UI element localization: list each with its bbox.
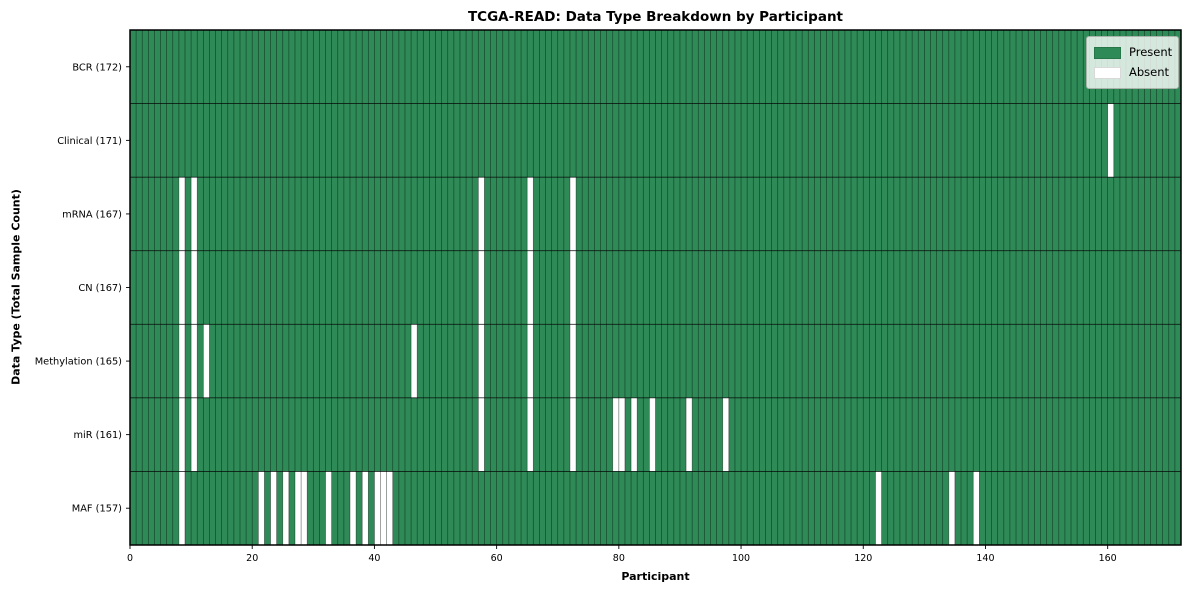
row-label: Methylation (165) <box>35 357 122 368</box>
absent-cell <box>1107 103 1114 178</box>
absent-cell <box>973 471 980 545</box>
absent-cell <box>386 471 393 545</box>
absent-cell <box>294 471 302 545</box>
y-axis: BCR (172) Clinical (171) mRNA (167) CN (167… <box>35 62 130 515</box>
legend: Present Absent <box>1086 36 1179 89</box>
absent-cell <box>569 324 577 398</box>
chart-title: TCGA-READ: Data Type Breakdown by Partic… <box>467 9 844 25</box>
absent-cell <box>948 471 955 545</box>
present-swatch-icon <box>1094 47 1121 59</box>
absent-cell <box>686 397 693 472</box>
x-axis-label: Participant <box>621 570 690 583</box>
absent-cell <box>527 177 534 251</box>
absent-cell <box>270 471 277 545</box>
x-tick-label: 100 <box>732 553 750 564</box>
absent-cell <box>178 324 185 398</box>
absent-cell <box>191 324 198 398</box>
absent-cell <box>722 397 729 472</box>
absent-cell <box>478 324 485 398</box>
absent-cell <box>191 177 198 251</box>
x-tick-label: 80 <box>613 553 625 564</box>
absent-cell <box>875 471 882 545</box>
absent-cell <box>478 397 485 472</box>
absent-cell <box>178 471 185 545</box>
absent-cell <box>612 397 619 472</box>
absent-cell <box>178 397 185 472</box>
absent-cell <box>374 471 381 545</box>
absent-cell <box>527 397 534 472</box>
absent-cell <box>569 177 577 251</box>
absent-cell <box>362 471 369 545</box>
legend-entry-absent: Absent <box>1094 63 1170 83</box>
absent-cell <box>618 397 625 472</box>
x-axis: 0 20 40 60 80 100 120 140 160 <box>127 545 1117 564</box>
absent-swatch-icon <box>1094 67 1121 79</box>
x-tick-label: 0 <box>127 553 133 564</box>
absent-cell <box>301 471 308 545</box>
y-axis-label: Data Type (Total Sample Count) <box>9 189 23 385</box>
absent-cell <box>325 471 332 545</box>
x-tick-label: 140 <box>976 553 994 564</box>
x-tick-label: 160 <box>1099 553 1117 564</box>
absent-cell <box>569 397 577 472</box>
absent-cell <box>191 250 198 325</box>
row-label: mRNA (167) <box>62 209 122 220</box>
legend-label-present: Present <box>1129 45 1173 60</box>
legend-label-absent: Absent <box>1129 65 1170 80</box>
legend-entry-present: Present <box>1094 43 1173 63</box>
absent-cell <box>349 471 357 545</box>
cell-grid-lines <box>129 30 1182 545</box>
absent-cell <box>631 397 638 472</box>
absent-cell <box>527 324 534 398</box>
absent-cell <box>258 471 265 545</box>
absent-cell <box>527 250 534 325</box>
row-label: BCR (172) <box>72 62 122 73</box>
absent-cell <box>411 324 418 398</box>
x-tick-label: 20 <box>246 553 258 564</box>
absent-cell <box>282 471 289 545</box>
absent-cell <box>178 250 185 325</box>
row-label: MAF (157) <box>72 504 122 515</box>
absent-cell <box>478 177 485 251</box>
x-tick-label: 60 <box>491 553 503 564</box>
absent-cell <box>380 471 387 545</box>
row-label: Clinical (171) <box>57 136 122 147</box>
row-label: CN (167) <box>78 283 122 294</box>
x-tick-label: 120 <box>854 553 872 564</box>
absent-cell <box>649 397 656 472</box>
x-tick-label: 40 <box>368 553 380 564</box>
row-label: miR (161) <box>73 430 122 441</box>
absent-cell <box>203 324 210 398</box>
absent-cell <box>569 250 577 325</box>
absent-cell <box>191 397 198 472</box>
absent-cell <box>178 177 185 251</box>
absent-cell <box>478 250 485 325</box>
